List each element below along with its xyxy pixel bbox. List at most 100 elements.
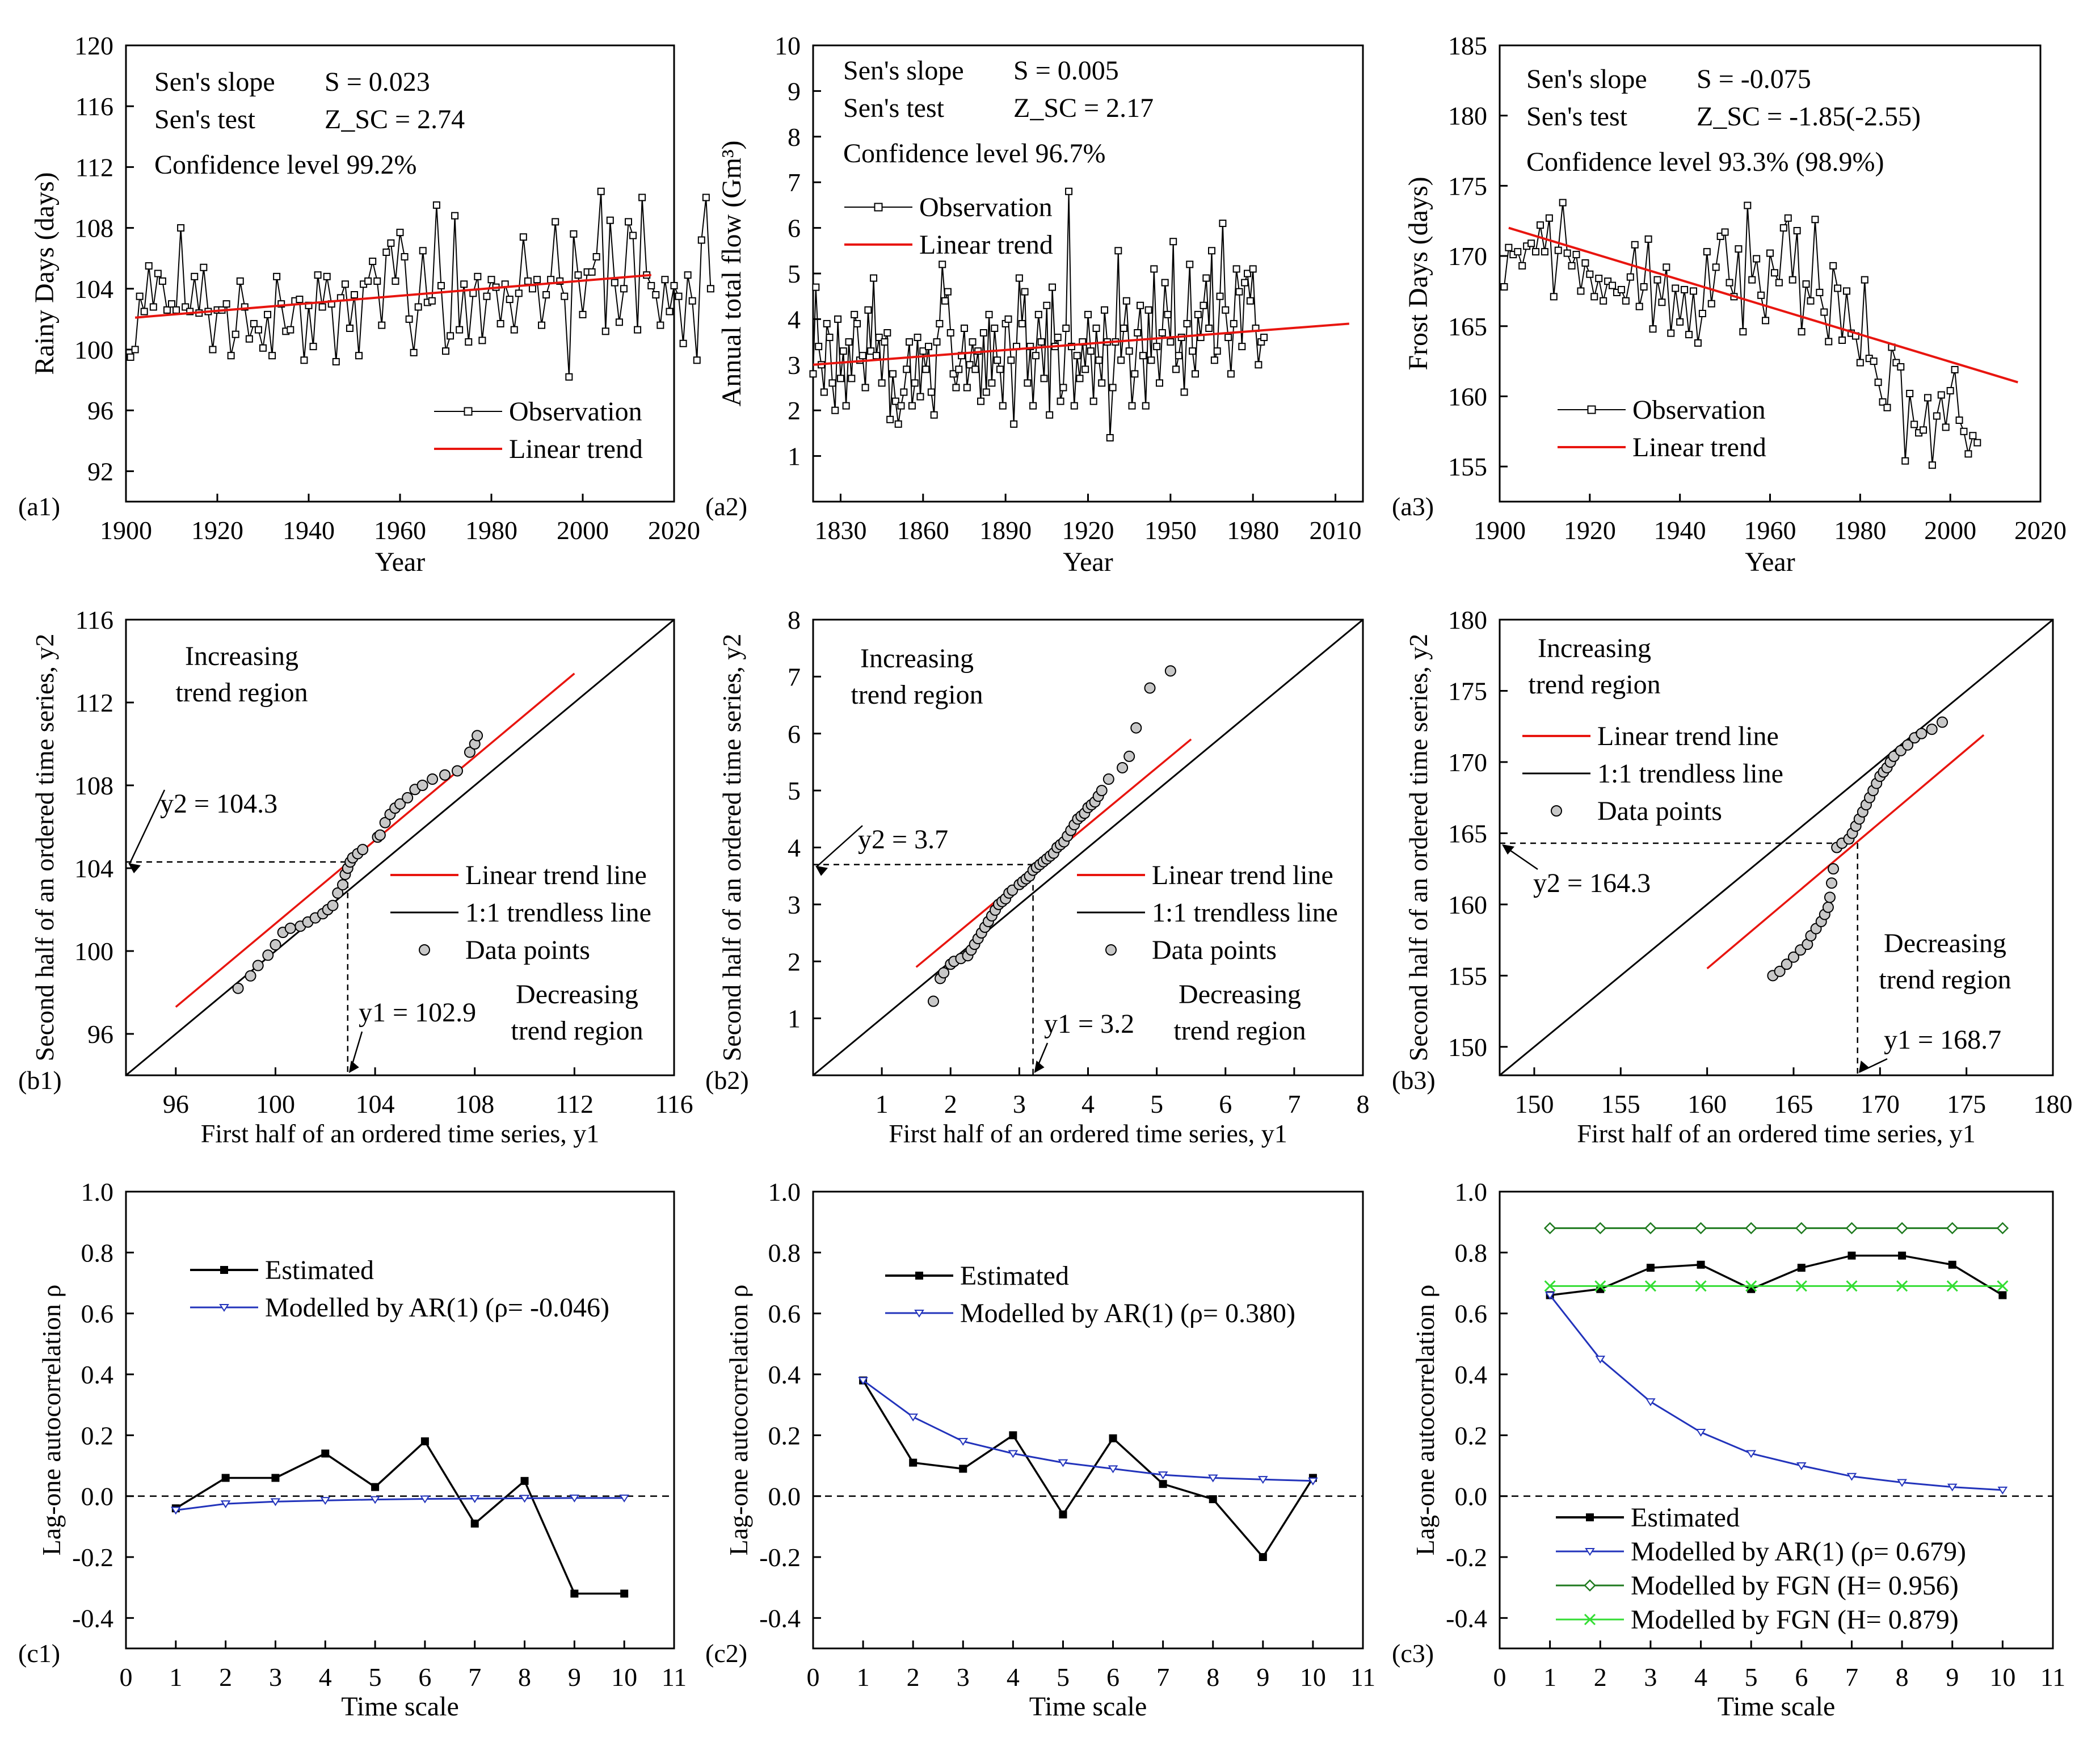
observation-point-a1-105 xyxy=(606,216,614,224)
observation-point-a1-63 xyxy=(414,303,422,311)
y-tick-label-c2--0.4: -0.4 xyxy=(759,1604,801,1633)
series-point-c2-1-9 xyxy=(1308,1477,1318,1486)
observation-point-a2-63 xyxy=(982,388,990,396)
plot-frame-c2 xyxy=(812,1190,1364,1650)
y-tick-label-a1-92: 92 xyxy=(87,457,113,486)
legend-points-marker-b2 xyxy=(1105,944,1117,956)
panel-label-c3: (c3) xyxy=(1392,1639,1434,1668)
observation-point-a2-37 xyxy=(911,379,919,387)
series-point-c1-0-3 xyxy=(321,1449,330,1458)
observation-point-a1-117 xyxy=(661,276,669,284)
series-point-c2-1-3 xyxy=(1008,1450,1019,1458)
legend-trend-label-b1: Linear trend line xyxy=(465,860,647,890)
series-point-c3-2-4 xyxy=(1745,1222,1757,1235)
observation-point-a1-50 xyxy=(355,352,363,360)
mean-y1-label-b1: y1 = 102.9 xyxy=(359,998,476,1028)
observation-point-a2-12 xyxy=(842,402,850,410)
observation-point-a1-124 xyxy=(693,356,701,364)
data-point-b2-49 xyxy=(1144,682,1156,694)
y-tick-label-c1--0.2: -0.2 xyxy=(72,1543,113,1572)
observation-point-a1-114 xyxy=(647,281,655,289)
observation-point-a2-65 xyxy=(988,379,996,387)
observation-point-a2-131 xyxy=(1169,238,1177,246)
observation-point-a3-90 xyxy=(1906,390,1914,398)
panel-label-b3: (b3) xyxy=(1392,1066,1436,1095)
observation-point-a1-38 xyxy=(300,356,308,364)
one-to-one-line-b2 xyxy=(813,619,1363,1076)
observation-point-a3-21 xyxy=(1595,275,1603,283)
y-tick-label-a1-96: 96 xyxy=(87,396,113,425)
x-tick-label-b3-170: 170 xyxy=(1861,1089,1900,1118)
observation-point-a2-164 xyxy=(1260,334,1268,342)
observation-point-a3-60 xyxy=(1770,269,1778,277)
series-point-c2-0-1 xyxy=(909,1458,918,1467)
observation-point-a1-119 xyxy=(670,281,678,289)
observation-point-a3-47 xyxy=(1712,263,1720,271)
mean-y1-arrowhead-b2 xyxy=(1034,1061,1045,1073)
series-point-c1-1-5 xyxy=(420,1495,430,1504)
y-tick-label-a2-10: 10 xyxy=(775,31,801,60)
x-tick-label-c1-8: 8 xyxy=(518,1663,531,1692)
observation-point-a3-44 xyxy=(1698,310,1706,318)
observation-point-a1-112 xyxy=(638,193,646,201)
observation-point-a2-73 xyxy=(1010,420,1018,428)
observation-point-a3-58 xyxy=(1762,317,1770,325)
x-tick-label-c1-2: 2 xyxy=(219,1663,232,1692)
mean-y2-arrowhead-b1 xyxy=(128,863,141,874)
observation-point-a3-57 xyxy=(1757,291,1765,299)
observation-point-a1-87 xyxy=(524,277,532,285)
observation-point-a2-7 xyxy=(828,379,836,387)
x-tick-label-c3-8: 8 xyxy=(1896,1663,1909,1692)
observation-point-a2-45 xyxy=(933,338,941,346)
y-tick-label-b3-150: 150 xyxy=(1448,1033,1487,1062)
x-tick-label-a3-2000: 2000 xyxy=(1924,516,1976,545)
x-axis-label-b3: First half of an ordered time series, y1 xyxy=(1577,1119,1976,1148)
y-tick-label-a2-4: 4 xyxy=(788,305,801,334)
y-tick-label-b1-108: 108 xyxy=(74,771,113,800)
chart-a1: 1900 1920 1940 1960 1980 2000 2020 92 96 100 104 10… xyxy=(18,31,714,577)
data-point-b1-12 xyxy=(327,899,339,911)
series-point-c3-2-8 xyxy=(1946,1222,1959,1235)
observation-point-a2-55 xyxy=(960,324,968,332)
x-tick-label-a3-1920: 1920 xyxy=(1564,516,1616,545)
observation-point-a3-87 xyxy=(1892,359,1900,367)
observation-point-a2-136 xyxy=(1183,319,1191,327)
observation-point-a1-77 xyxy=(478,336,486,344)
observation-point-a2-139 xyxy=(1191,370,1199,378)
observation-point-a3-67 xyxy=(1802,280,1810,288)
legend-label-c3-3: Modelled by FGN (H= 0.879) xyxy=(1631,1605,1959,1635)
panel-label-b1: (b1) xyxy=(18,1066,62,1095)
observation-point-a2-140 xyxy=(1194,310,1202,318)
series-point-c3-2-6 xyxy=(1845,1222,1858,1235)
y-tick-label-a2-8: 8 xyxy=(788,123,801,152)
increasing-region-label2-b2: trend region xyxy=(851,680,983,710)
series-point-c3-0-2 xyxy=(1646,1264,1655,1272)
x-tick-label-a1-1920: 1920 xyxy=(191,516,243,545)
series-point-c3-0-5 xyxy=(1797,1264,1806,1272)
legend-points-marker-b3 xyxy=(1551,805,1562,817)
observation-point-a1-27 xyxy=(250,319,258,327)
series-point-c1-0-2 xyxy=(271,1474,280,1482)
observation-point-a2-106 xyxy=(1101,306,1109,314)
observation-point-a3-80 xyxy=(1861,276,1868,284)
y-axis-label-a2: Annual total flow (Gm³) xyxy=(717,141,747,407)
observation-point-a1-13 xyxy=(186,308,194,315)
x-tick-label-a3-1940: 1940 xyxy=(1654,516,1706,545)
series-point-c2-0-4 xyxy=(1059,1510,1067,1518)
observation-point-a3-68 xyxy=(1807,297,1815,305)
observation-point-a3-45 xyxy=(1703,248,1711,256)
observation-point-a1-102 xyxy=(592,253,600,261)
observation-point-a3-20 xyxy=(1590,293,1598,301)
mean-y2-arrow-b1 xyxy=(128,789,166,865)
observation-point-a2-156 xyxy=(1238,343,1246,351)
observation-point-a2-56 xyxy=(963,384,971,392)
data-point-b1-29 xyxy=(416,780,428,791)
observation-point-a1-98 xyxy=(574,271,582,279)
legend-marker-c1-0 xyxy=(220,1266,228,1274)
observation-point-a3-93 xyxy=(1920,426,1928,434)
series-point-c3-1-7 xyxy=(1897,1479,1907,1487)
observation-point-a2-97 xyxy=(1076,375,1084,382)
observation-point-a1-88 xyxy=(528,285,536,293)
legend-1to1-label-b1: 1:1 trendless line xyxy=(465,898,651,928)
data-point-b3-12 xyxy=(1826,877,1837,889)
